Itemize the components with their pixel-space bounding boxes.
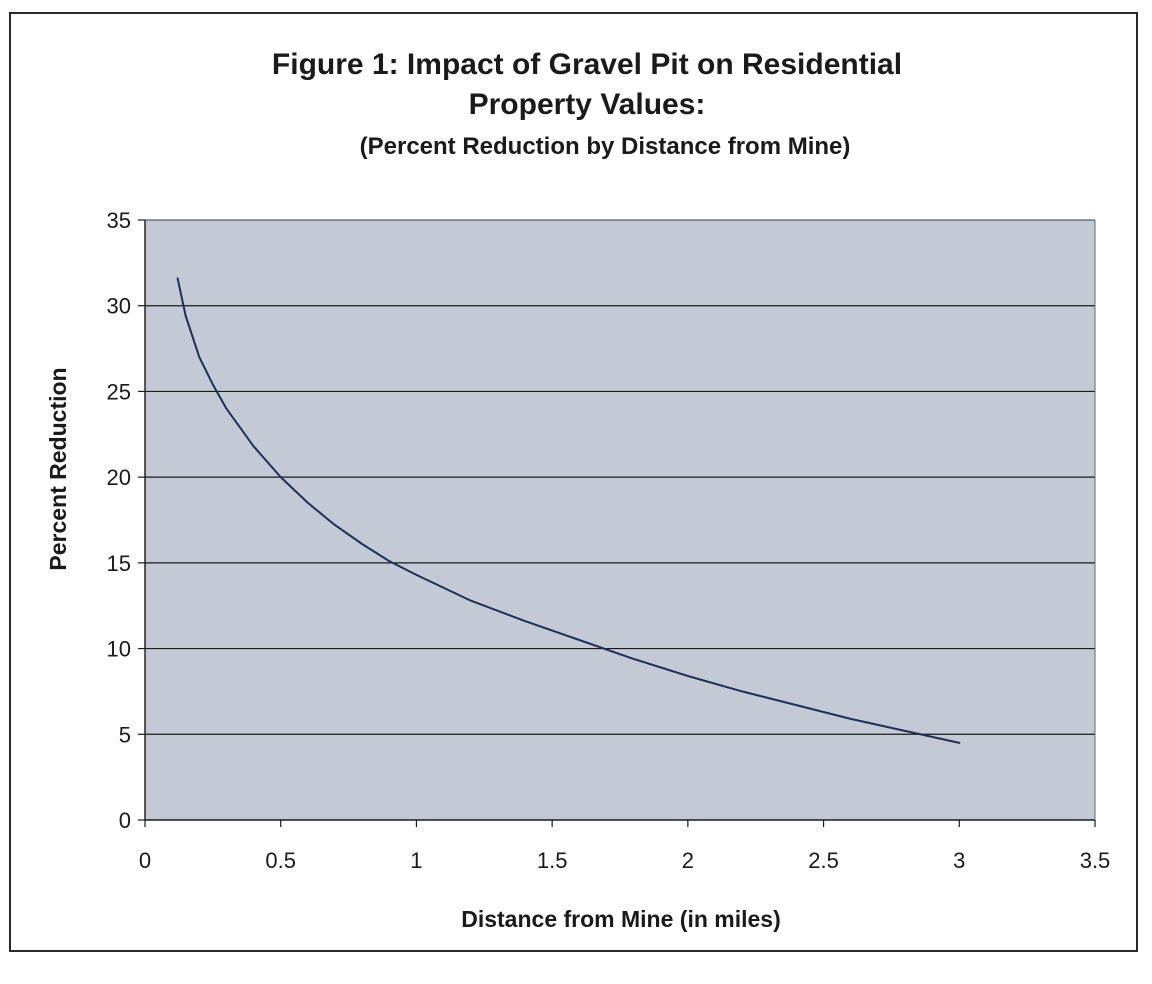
y-tick-label-3: 15 <box>107 551 131 576</box>
y-axis-title: Percent Reduction <box>45 367 71 570</box>
x-tick-label-0: 0 <box>139 848 151 873</box>
chart-subtitle: (Percent Reduction by Distance from Mine… <box>360 133 851 160</box>
x-axis-title: Distance from Mine (in miles) <box>461 906 781 932</box>
y-tick-label-0: 0 <box>119 808 131 833</box>
chart-title-line-1: Figure 1: Impact of Gravel Pit on Reside… <box>272 48 902 81</box>
x-tick-label-4: 2 <box>682 848 694 873</box>
chart-title-line-2: Property Values: <box>469 88 706 121</box>
axes <box>138 219 1096 827</box>
y-tick-label-7: 35 <box>107 208 131 233</box>
x-tick-label-1: 0.5 <box>265 848 296 873</box>
series-line-0 <box>176 277 961 744</box>
y-tick-label-1: 5 <box>119 722 131 747</box>
data-series <box>176 277 961 744</box>
x-tick-label-3: 1.5 <box>537 848 568 873</box>
x-tick-label-5: 2.5 <box>808 848 839 873</box>
y-tick-label-6: 30 <box>107 294 131 319</box>
x-tick-label-6: 3 <box>953 848 965 873</box>
chart-frame: Figure 1: Impact of Gravel Pit on Reside… <box>9 12 1138 952</box>
x-tick-labels: 0 0.5 1 1.5 2 2.5 3 3.5 <box>139 848 1110 873</box>
x-tick-label-7: 3.5 <box>1080 848 1111 873</box>
line-chart: Figure 1: Impact of Gravel Pit on Reside… <box>45 48 1110 932</box>
y-tick-labels: 0 5 10 15 20 25 30 35 <box>107 208 131 833</box>
x-tick-label-2: 1 <box>410 848 422 873</box>
y-tick-label-2: 10 <box>107 637 131 662</box>
y-tick-label-5: 25 <box>107 379 131 404</box>
plot-area <box>145 220 1095 820</box>
y-tick-label-4: 20 <box>107 465 131 490</box>
